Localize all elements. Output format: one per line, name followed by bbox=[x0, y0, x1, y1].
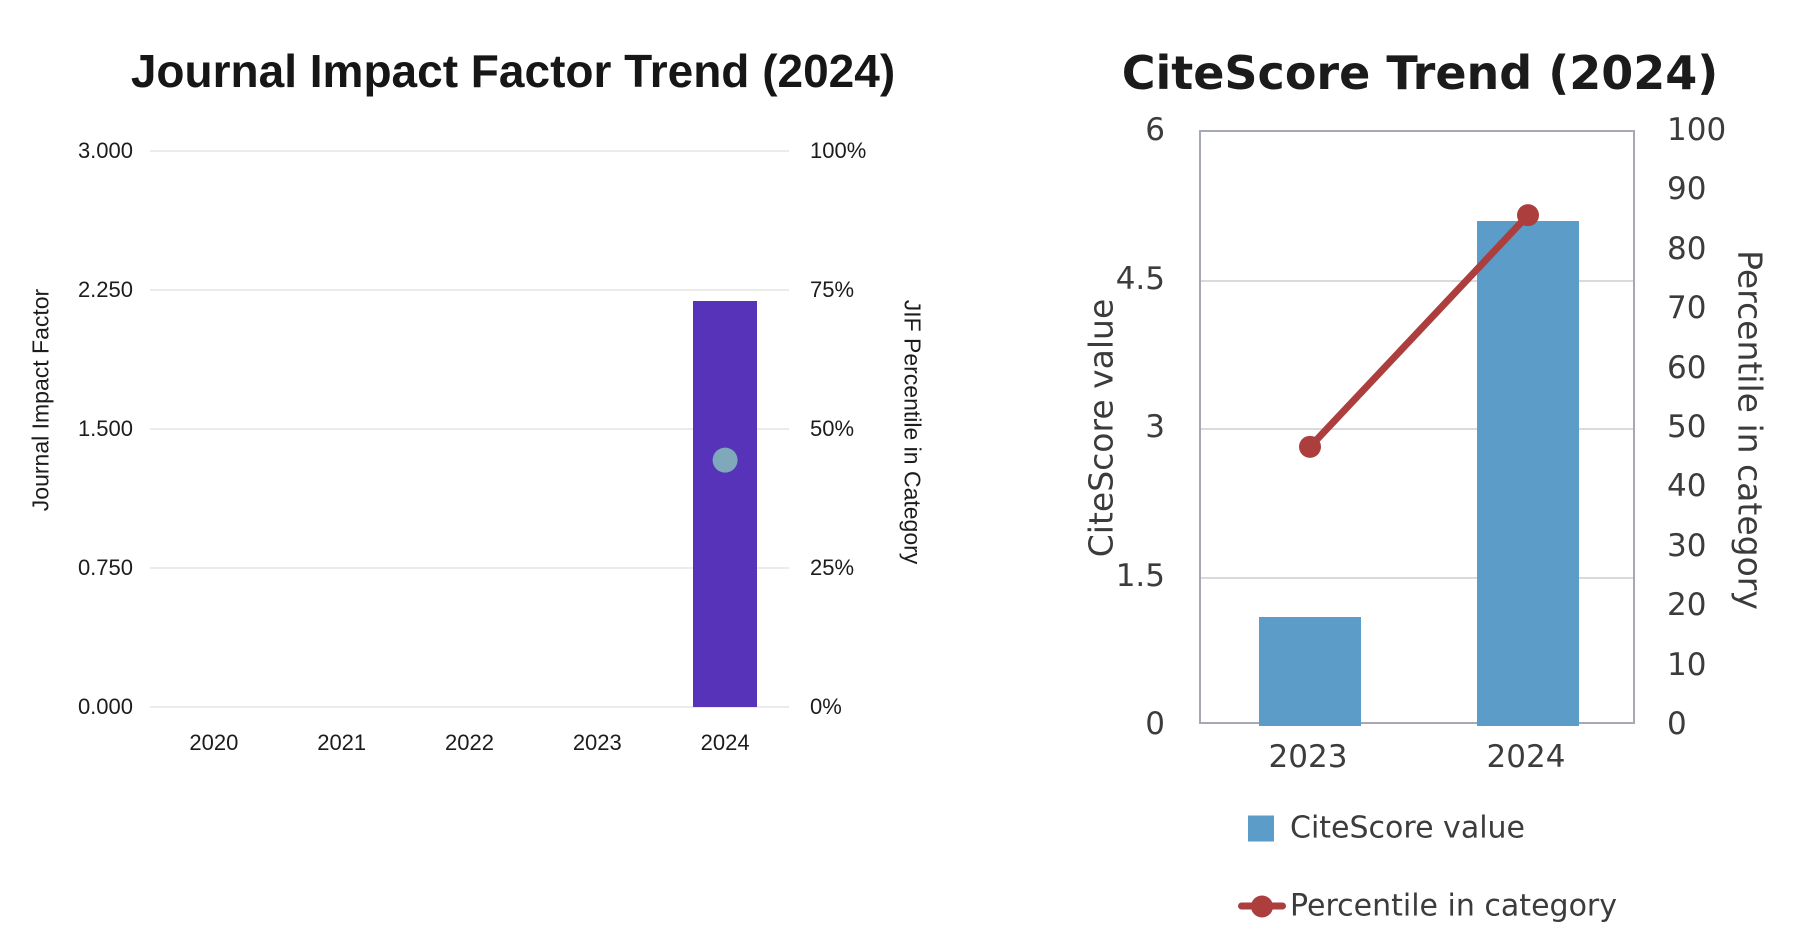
percentile-dot bbox=[1299, 435, 1321, 458]
y-axis-right-tick-label: 100 bbox=[1667, 112, 1727, 148]
y-axis-right-tick-label: 50% bbox=[810, 416, 855, 441]
y-axis-left-tick-label: 0.000 bbox=[77, 694, 133, 719]
x-axis-tick-label: 2021 bbox=[317, 730, 367, 755]
y-axis-left-tick-label: 0 bbox=[1145, 706, 1165, 742]
y-axis-right-tick-label: 25% bbox=[810, 555, 855, 580]
y-axis-right-tick-label: 50 bbox=[1667, 409, 1707, 445]
gridline bbox=[1201, 428, 1633, 430]
y-axis-right-tick-label: 30 bbox=[1667, 527, 1707, 564]
y-axis-right-tick-label: 70 bbox=[1667, 290, 1707, 327]
bar-2024 bbox=[693, 301, 758, 707]
jif-plot-area bbox=[150, 150, 789, 708]
y-axis-left-tick-label: 1.5 bbox=[1115, 557, 1165, 594]
legend-square-swatch bbox=[1248, 815, 1274, 841]
x-axis-tick-label: 2022 bbox=[445, 730, 494, 755]
percentile-dot bbox=[1517, 204, 1539, 227]
y-axis-left-tick-label: 2.250 bbox=[77, 277, 133, 302]
gridline bbox=[150, 150, 789, 152]
jif-right-axis-title: JIF Percentile in Category bbox=[899, 299, 926, 565]
legend-item-label: Percentile in category bbox=[1290, 888, 1618, 924]
y-axis-left-tick-label: 4.5 bbox=[1115, 260, 1165, 297]
gridline bbox=[150, 567, 789, 569]
y-axis-right-tick-label: 60 bbox=[1667, 349, 1707, 386]
y-axis-right-tick-label: 75% bbox=[810, 277, 855, 302]
y-axis-left-tick-label: 0.750 bbox=[77, 555, 133, 580]
y-axis-left-tick-label: 1.500 bbox=[77, 416, 133, 441]
percentile-line bbox=[1307, 212, 1531, 450]
gridline bbox=[150, 289, 789, 291]
legend-dot bbox=[1251, 895, 1273, 917]
x-axis-tick-label: 2023 bbox=[1268, 739, 1348, 775]
x-axis-tick-label: 2024 bbox=[700, 730, 750, 755]
y-axis-left-tick-label: 3 bbox=[1145, 409, 1165, 445]
citescore-left-axis-title: CiteScore value bbox=[1081, 298, 1121, 558]
chart-marker-overlay bbox=[712, 447, 738, 473]
y-axis-right-tick-label: 0% bbox=[810, 694, 842, 719]
jif-left-axis-title: Journal Impact Factor bbox=[27, 288, 54, 512]
legend-item-label: CiteScore value bbox=[1290, 810, 1526, 846]
jif-chart-title: Journal Impact Factor Trend (2024) bbox=[130, 45, 896, 97]
y-axis-right-tick-label: 100% bbox=[810, 138, 867, 163]
y-axis-left-tick-label: 3.000 bbox=[77, 138, 133, 163]
gridline bbox=[1201, 576, 1633, 579]
citescore-chart-title: CiteScore Trend (2024) bbox=[1121, 46, 1719, 100]
gridline bbox=[1201, 279, 1633, 282]
y-axis-right-tick-label: 0 bbox=[1667, 706, 1687, 742]
y-axis-right-tick-label: 20 bbox=[1667, 587, 1707, 624]
citescore-right-axis-title: Percentile in category bbox=[1730, 250, 1770, 610]
bar-2023 bbox=[1259, 617, 1361, 726]
x-axis-tick-label: 2024 bbox=[1486, 739, 1566, 775]
y-axis-right-tick-label: 10 bbox=[1667, 646, 1707, 683]
legend-item: CiteScore value bbox=[1238, 811, 1525, 846]
x-axis-tick-label: 2020 bbox=[189, 730, 239, 755]
y-axis-left-tick-label: 6 bbox=[1145, 112, 1165, 148]
bar-2024 bbox=[1477, 221, 1579, 726]
citescore-plot-area bbox=[1199, 130, 1635, 726]
y-axis-right-tick-label: 80 bbox=[1667, 230, 1707, 267]
legend-line-dot-swatch bbox=[1238, 895, 1286, 917]
chart-marker-overlay bbox=[1299, 204, 1539, 458]
percentile-dot bbox=[712, 447, 738, 473]
x-axis-tick-label: 2023 bbox=[572, 730, 622, 755]
y-axis-right-tick-label: 90 bbox=[1667, 171, 1707, 208]
gridline bbox=[150, 706, 789, 708]
gridline bbox=[150, 428, 789, 430]
y-axis-right-tick-label: 40 bbox=[1667, 468, 1707, 505]
legend-item: Percentile in category bbox=[1238, 889, 1617, 924]
